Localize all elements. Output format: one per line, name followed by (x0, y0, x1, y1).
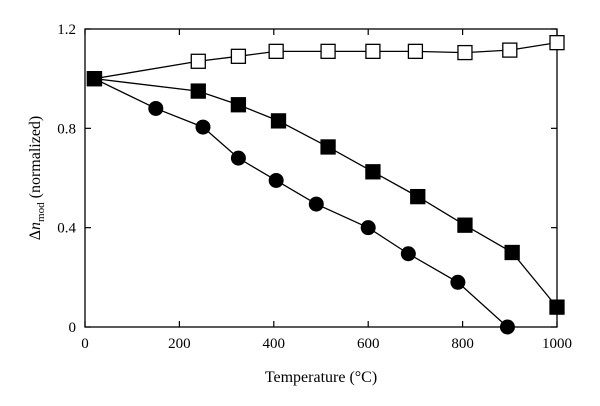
x-tick-label: 400 (263, 336, 286, 352)
data-point-circle (308, 196, 324, 212)
y-tick-label: 0.8 (57, 121, 76, 137)
y-axis-label-n: n (27, 222, 44, 230)
data-point-circle (195, 119, 211, 135)
data-point-open-square (365, 43, 381, 59)
series-filled-circle (86, 71, 515, 335)
x-tick-label: 200 (168, 336, 191, 352)
data-point-filled-square (190, 83, 206, 99)
data-point-open-square (268, 43, 284, 59)
plot-frame (84, 28, 558, 328)
y-axis-label-rest: (normalized) (27, 116, 44, 203)
data-point-open-square (549, 35, 565, 51)
data-point-filled-square (457, 217, 473, 233)
x-tick-label: 600 (357, 336, 380, 352)
data-point-filled-square (230, 97, 247, 113)
data-point-open-square (190, 53, 206, 69)
data-point-filled-square (410, 188, 426, 205)
y-tick-label: 0.4 (57, 221, 76, 237)
data-point-circle (450, 274, 466, 290)
data-point-circle (86, 71, 102, 87)
axis-ticks: 0 200 400 600 800 1000 0 0.4 0.8 1.2 (57, 22, 572, 352)
data-point-filled-square (270, 113, 287, 129)
series-layer (86, 35, 565, 335)
data-point-circle (400, 246, 416, 262)
y-axis-label-sub: mod (35, 202, 47, 222)
data-point-circle (360, 220, 376, 236)
series-open-square (86, 35, 565, 87)
data-point-circle (230, 150, 246, 166)
x-tick-label: 800 (451, 336, 474, 352)
data-point-open-square (502, 42, 518, 58)
x-axis-label: Temperature (°C) (265, 369, 377, 386)
data-point-open-square (457, 44, 473, 61)
data-point-open-square (230, 48, 247, 64)
data-point-open-square (407, 43, 424, 59)
series-line (94, 78, 508, 328)
data-point-filled-square (365, 164, 381, 180)
data-point-filled-square (504, 244, 520, 261)
series-line (94, 78, 558, 308)
y-axis-label-delta: Δ (27, 230, 44, 240)
data-point-filled-square (320, 139, 336, 155)
data-point-filled-square (549, 299, 565, 315)
data-point-circle (499, 319, 515, 335)
y-axis-label: Δnmod (normalized) (27, 116, 47, 240)
data-point-circle (268, 172, 284, 188)
series-line (94, 42, 558, 80)
y-tick-label: 1.2 (57, 22, 76, 38)
x-tick-label: 1000 (542, 336, 572, 352)
data-point-circle (148, 100, 164, 116)
data-point-open-square (320, 43, 336, 59)
series-filled-square (86, 71, 565, 315)
y-tick-label: 0 (69, 320, 77, 336)
x-tick-label: 0 (81, 336, 89, 352)
